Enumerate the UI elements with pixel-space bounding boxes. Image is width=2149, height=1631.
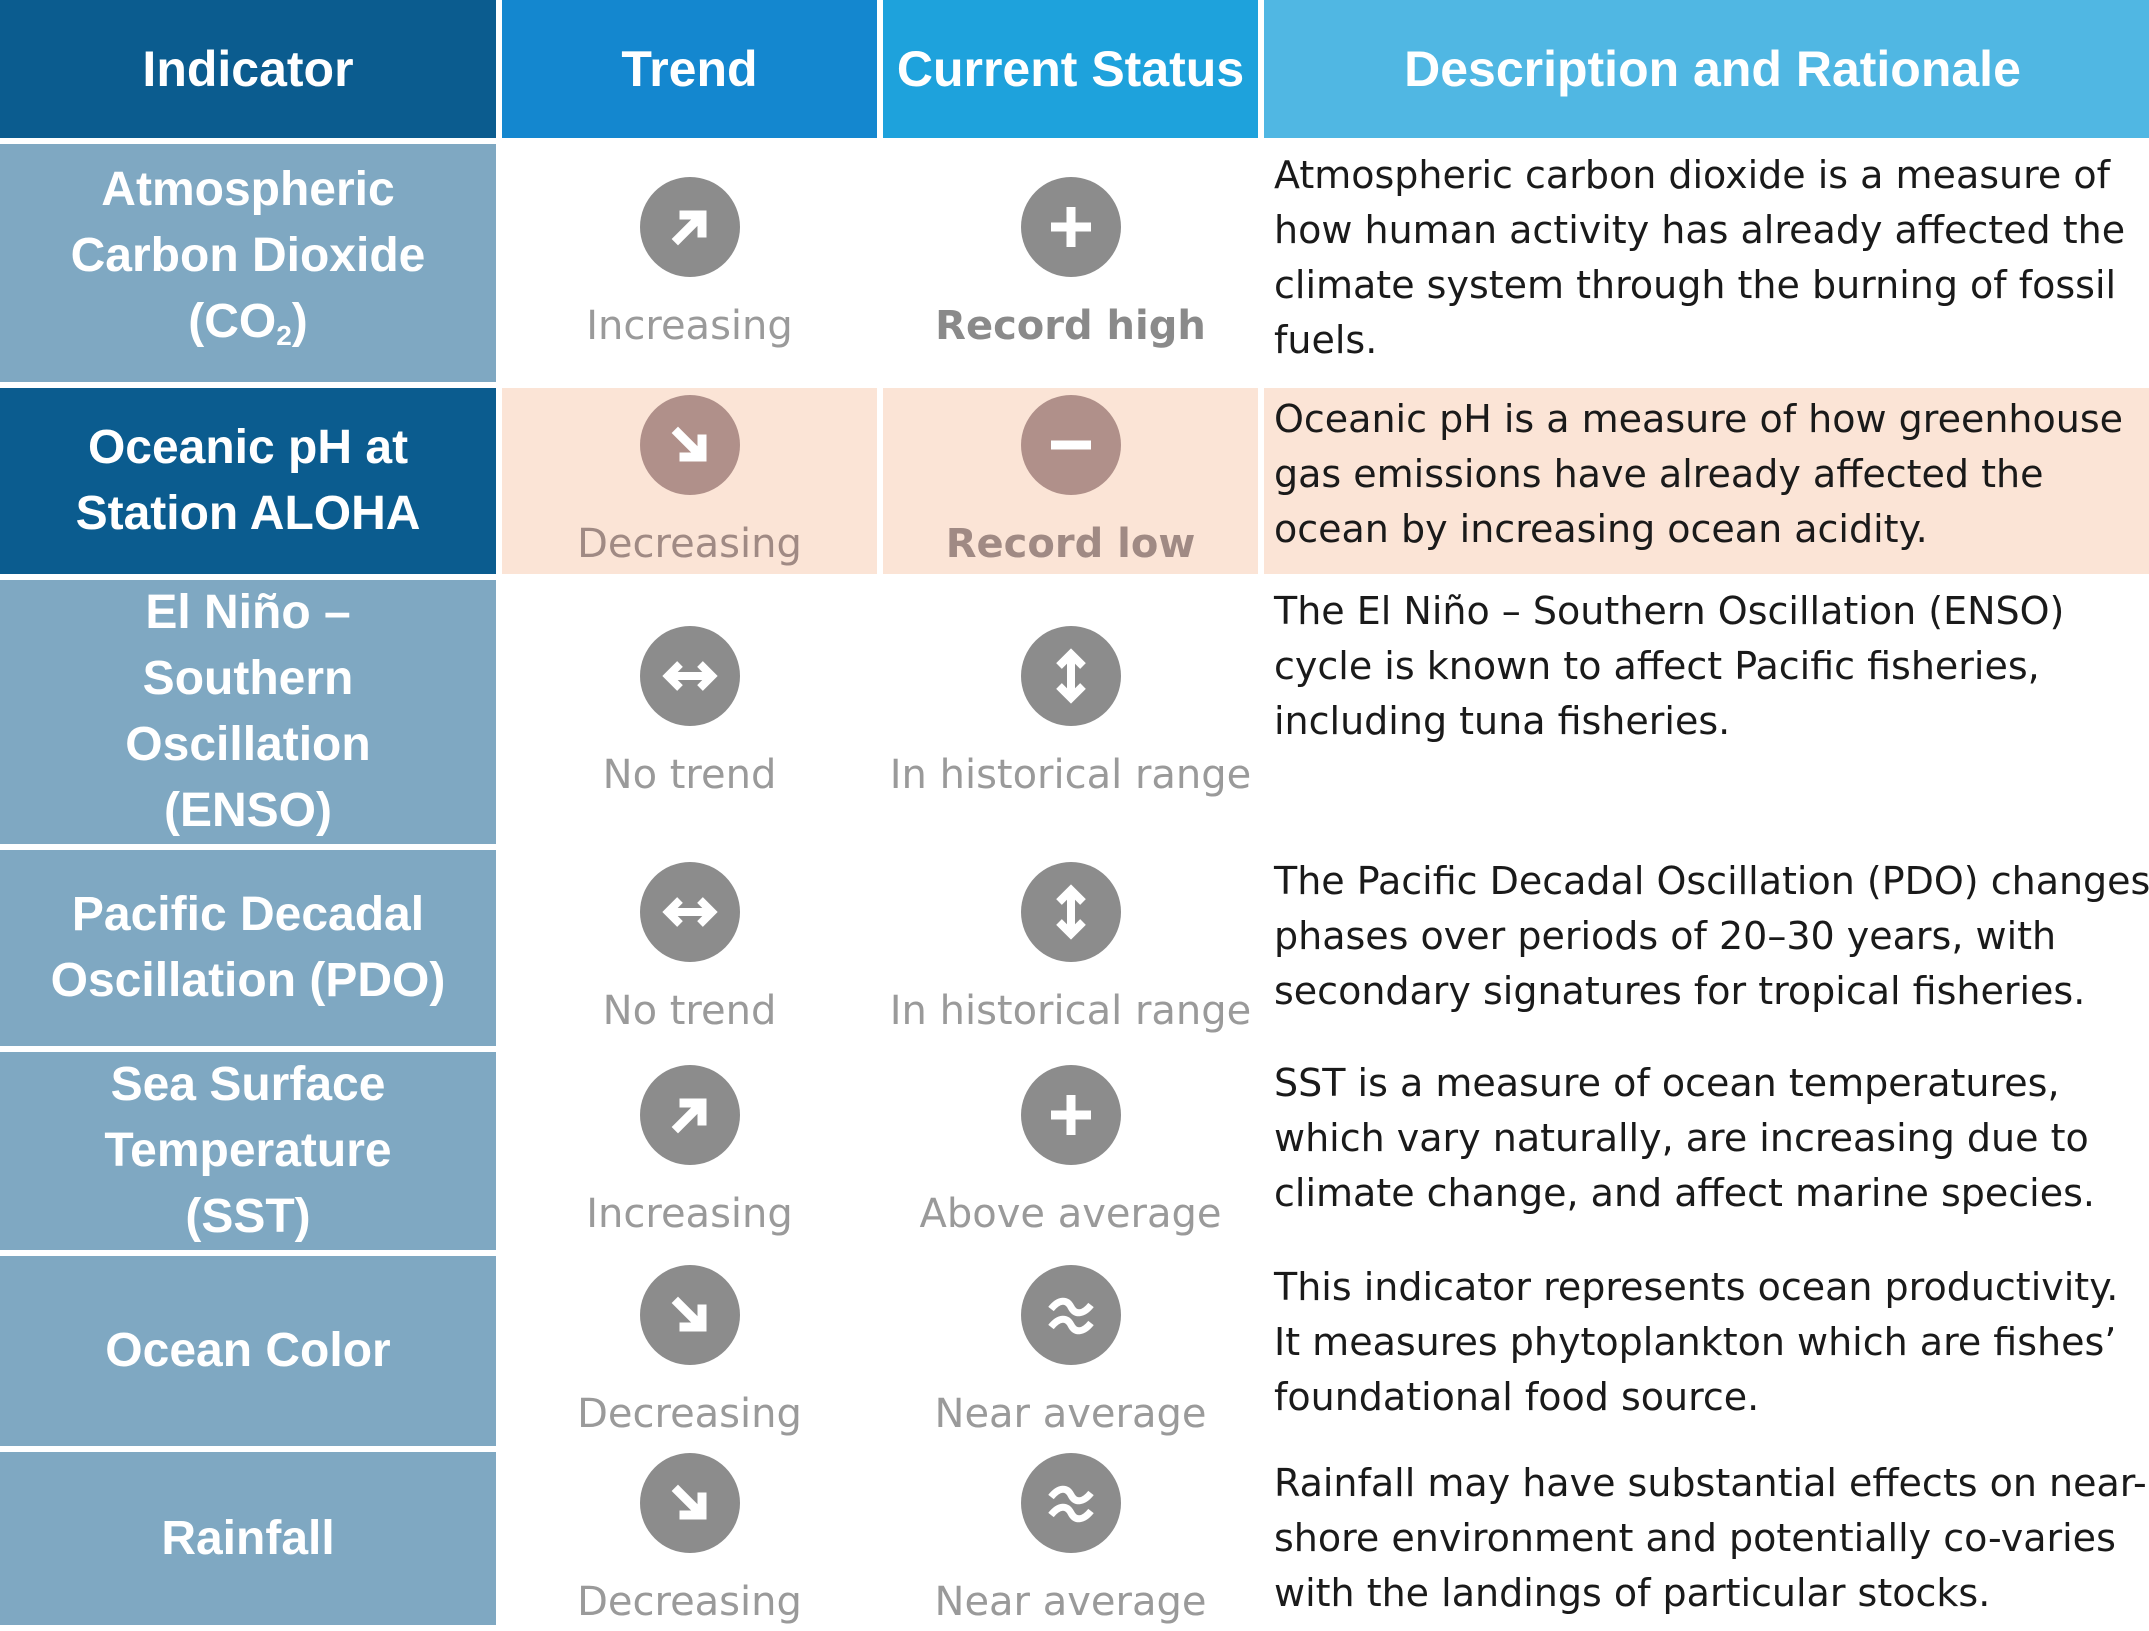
table-row: Pacific Decadal Oscillation (PDO) No tre…: [0, 850, 2149, 1046]
table-header-row: Indicator Trend Current Status Descripti…: [0, 0, 2149, 138]
indicator-cell: Pacific Decadal Oscillation (PDO): [0, 850, 496, 1046]
description-cell: Oceanic pH is a measure of how greenhous…: [1264, 388, 2149, 574]
indicator-cell: Sea Surface Temperature (SST): [0, 1052, 496, 1250]
status-label: In historical range: [889, 752, 1252, 798]
table-row: Atmospheric Carbon Dioxide (CO2) Increas…: [0, 144, 2149, 382]
arrow-left-right-icon: [639, 626, 740, 726]
description-cell: The Pacific Decadal Oscillation (PDO) ch…: [1274, 859, 2149, 1013]
table-row: El Niño – Southern Oscillation (ENSO) No…: [0, 580, 2149, 844]
header-current-status: Current Status: [883, 0, 1258, 138]
status-cell: Above average: [883, 1052, 1258, 1250]
arrow-down-right-icon: [639, 1265, 740, 1365]
arrow-left-right-icon: [639, 862, 740, 962]
trend-label: Decreasing: [577, 1391, 802, 1437]
status-cell: Near average: [883, 1452, 1258, 1625]
table-row: Rainfall Decreasing Near: [0, 1452, 2149, 1625]
indicator-name: Atmospheric Carbon Dioxide (CO: [70, 163, 426, 348]
indicator-name: Sea Surface Temperature (SST): [104, 1058, 392, 1243]
table-row: Sea Surface Temperature (SST) Increasing: [0, 1052, 2149, 1250]
arrow-up-down-icon: [1020, 862, 1121, 962]
arrow-up-right-icon: [639, 1065, 740, 1165]
trend-cell: No trend: [502, 850, 877, 1046]
description-cell: The El Niño – Southern Oscillation (ENSO…: [1274, 589, 2065, 743]
table-row: Ocean Color Decreasing Ne: [0, 1256, 2149, 1446]
indicator-name: Rainfall: [161, 1511, 335, 1565]
arrow-up-down-icon: [1020, 626, 1121, 726]
description-cell: This indicator represents ocean producti…: [1274, 1265, 2119, 1419]
description-cell: SST is a measure of ocean temperatures, …: [1274, 1061, 2095, 1215]
indicator-cell: Oceanic pH at Station ALOHA: [0, 388, 496, 574]
status-label: In historical range: [889, 988, 1252, 1034]
approx-icon: [1020, 1265, 1121, 1365]
trend-cell: Decreasing: [502, 1452, 877, 1625]
description-cell: Rainfall may have substantial effects on…: [1274, 1461, 2147, 1615]
indicator-cell: Rainfall: [0, 1452, 496, 1625]
indicator-name: Ocean Color: [105, 1324, 391, 1377]
status-cell: Record high: [883, 144, 1258, 382]
header-indicator: Indicator: [0, 0, 496, 138]
status-cell: Near average: [883, 1256, 1258, 1446]
header-description: Description and Rationale: [1264, 0, 2149, 138]
trend-label: Decreasing: [577, 1578, 802, 1625]
trend-label: Increasing: [586, 1191, 793, 1237]
plus-icon: [1020, 177, 1121, 277]
trend-label: No trend: [602, 988, 777, 1034]
trend-cell: Decreasing: [502, 388, 877, 574]
status-cell: In historical range: [883, 580, 1258, 844]
header-trend: Trend: [502, 0, 877, 138]
table-row-highlighted: Oceanic pH at Station ALOHA Decreasing: [0, 388, 2149, 574]
trend-label: No trend: [602, 752, 777, 798]
status-cell: Record low: [883, 388, 1258, 574]
indicator-name: El Niño – Southern Oscillation (ENSO): [125, 586, 371, 837]
trend-cell: Decreasing: [502, 1256, 877, 1446]
trend-cell: Increasing: [502, 1052, 877, 1250]
indicator-name-suffix: ): [291, 295, 308, 348]
indicator-cell: Ocean Color: [0, 1256, 496, 1446]
description-cell: Atmospheric carbon dioxide is a measure …: [1274, 153, 2126, 362]
trend-cell: Increasing: [502, 144, 877, 382]
status-label: Near average: [934, 1391, 1207, 1437]
indicator-name: Oceanic pH at Station ALOHA: [75, 421, 421, 540]
minus-icon: [1020, 395, 1121, 495]
arrow-down-right-icon: [639, 1452, 740, 1553]
indicator-cell: Atmospheric Carbon Dioxide (CO2): [0, 144, 496, 382]
trend-cell: No trend: [502, 580, 877, 844]
status-label: Record high: [935, 303, 1206, 349]
status-label: Record low: [945, 521, 1196, 567]
status-cell: In historical range: [883, 850, 1258, 1046]
plus-icon: [1020, 1065, 1121, 1165]
status-label: Near average: [934, 1578, 1207, 1625]
indicator-subscript: 2: [276, 320, 292, 351]
indicator-cell: El Niño – Southern Oscillation (ENSO): [0, 580, 496, 844]
trend-label: Increasing: [586, 303, 793, 349]
arrow-up-right-icon: [639, 177, 740, 277]
approx-icon: [1020, 1452, 1121, 1553]
indicator-name: Pacific Decadal Oscillation (PDO): [50, 888, 446, 1007]
status-label: Above average: [919, 1191, 1222, 1237]
arrow-down-right-icon: [639, 395, 740, 495]
trend-label: Decreasing: [577, 521, 802, 567]
